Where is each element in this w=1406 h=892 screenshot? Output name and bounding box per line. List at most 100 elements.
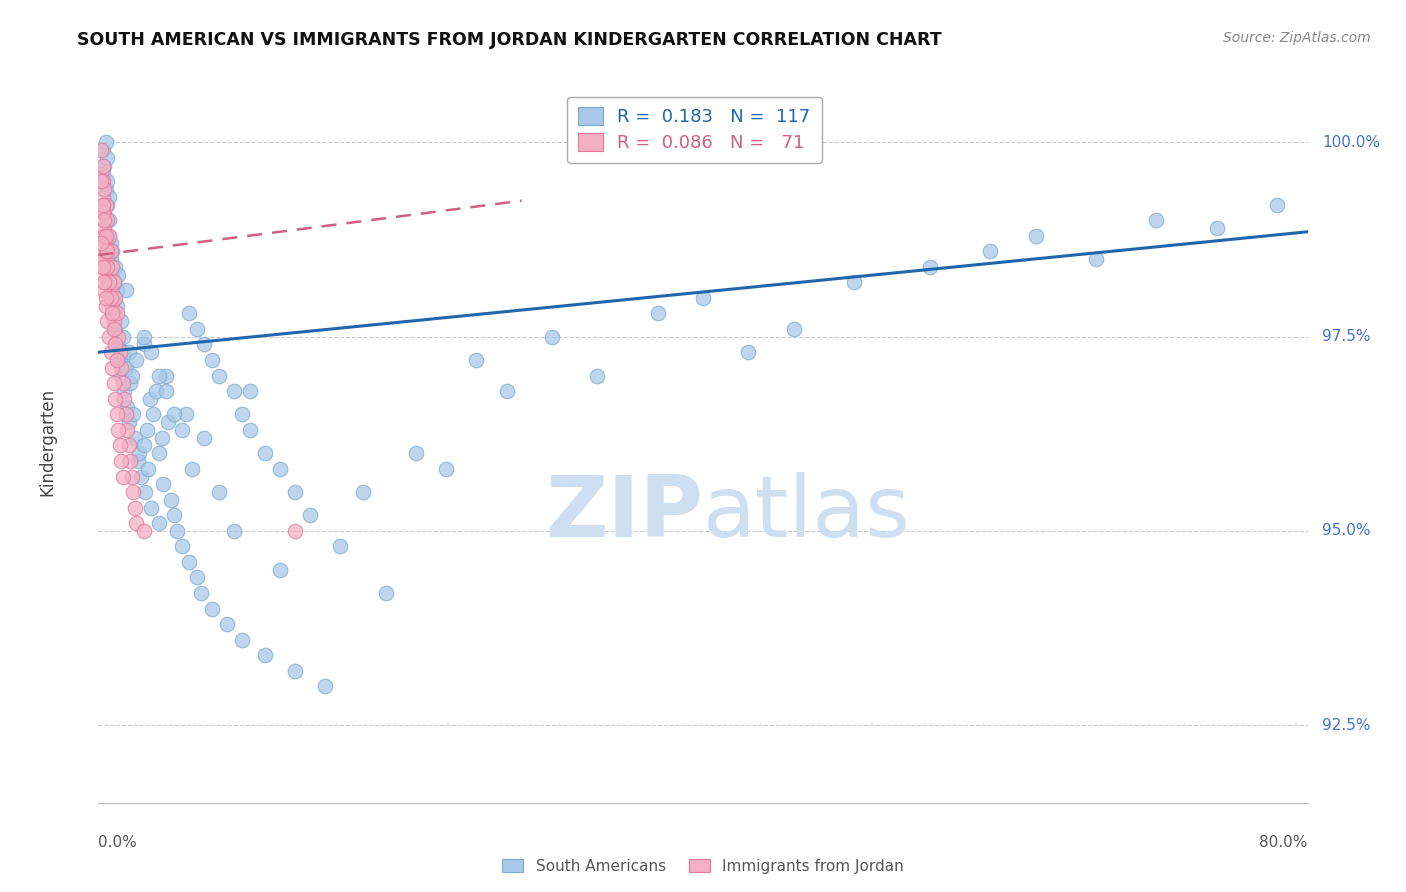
Point (134, 485, 156, 500)
Point (108, 345, 131, 359)
Point (155, 368, 177, 383)
Point (98, 213, 121, 227)
Point (125, 516, 148, 530)
Point (586, 368, 609, 383)
Point (284, 524, 307, 538)
Point (148, 368, 170, 383)
Point (104, 260, 127, 274)
Point (111, 345, 134, 359)
Point (101, 260, 124, 274)
Point (115, 400, 138, 414)
Point (132, 329, 155, 343)
Point (201, 353, 224, 368)
Point (783, 322, 806, 336)
Point (114, 360, 136, 375)
Point (105, 408, 128, 422)
Point (98, 275, 121, 289)
Point (179, 555, 201, 569)
Point (112, 384, 135, 398)
Point (231, 632, 253, 647)
Point (90, 174, 112, 188)
Point (148, 446, 170, 460)
Point (269, 563, 291, 577)
Point (132, 438, 155, 452)
Point (125, 353, 148, 368)
Point (100, 345, 122, 359)
Point (104, 291, 127, 305)
Point (93, 283, 115, 297)
Point (94, 299, 117, 313)
Point (94, 136, 117, 150)
Point (193, 431, 215, 445)
Text: 95.0%: 95.0% (1322, 524, 1371, 539)
Point (108, 353, 131, 368)
Point (111, 469, 134, 483)
Point (186, 570, 208, 584)
Point (93, 275, 115, 289)
Point (100, 252, 122, 266)
Point (91, 174, 114, 188)
Point (101, 360, 124, 375)
Point (215, 617, 238, 632)
Point (91, 159, 114, 173)
Point (103, 306, 125, 320)
Point (96, 252, 118, 266)
Text: SOUTH AMERICAN VS IMMIGRANTS FROM JORDAN KINDERGARTEN CORRELATION CHART: SOUTH AMERICAN VS IMMIGRANTS FROM JORDAN… (77, 31, 942, 49)
Point (104, 337, 127, 351)
Point (166, 524, 188, 538)
Point (98, 268, 121, 282)
Point (979, 244, 1001, 259)
Point (118, 345, 141, 359)
Point (96, 213, 118, 227)
Point (93, 159, 115, 173)
Point (647, 306, 669, 320)
Point (112, 392, 135, 406)
Point (105, 306, 128, 320)
Point (239, 423, 262, 437)
Point (94, 244, 117, 259)
Point (122, 408, 145, 422)
Point (104, 322, 127, 336)
Point (118, 438, 141, 452)
Point (98, 329, 121, 343)
Point (91, 197, 114, 211)
Point (142, 408, 165, 422)
Point (918, 260, 941, 274)
Point (111, 329, 134, 343)
Point (737, 345, 759, 359)
Point (101, 268, 124, 282)
Text: Source: ZipAtlas.com: Source: ZipAtlas.com (1223, 31, 1371, 45)
Point (90, 167, 112, 181)
Point (90, 143, 112, 157)
Point (96, 197, 118, 211)
Point (107, 268, 129, 282)
Point (208, 368, 231, 383)
Point (98, 190, 121, 204)
Point (181, 461, 204, 475)
Point (141, 500, 163, 515)
Point (107, 329, 129, 343)
Point (91, 190, 114, 204)
Point (91, 260, 114, 274)
Point (163, 408, 186, 422)
Point (170, 423, 193, 437)
Text: 97.5%: 97.5% (1322, 329, 1371, 344)
Point (692, 291, 714, 305)
Point (201, 601, 224, 615)
Point (193, 337, 215, 351)
Point (93, 205, 115, 219)
Point (1267, 197, 1289, 211)
Point (224, 384, 246, 398)
Point (253, 446, 276, 460)
Point (1085, 252, 1108, 266)
Point (299, 508, 322, 523)
Legend: R =  0.183   N =  117, R =  0.086   N =   71: R = 0.183 N = 117, R = 0.086 N = 71 (567, 96, 821, 163)
Point (103, 275, 125, 289)
Point (115, 423, 138, 437)
Point (224, 524, 246, 538)
Point (103, 376, 125, 391)
Point (94, 182, 117, 196)
Point (100, 244, 122, 259)
Point (139, 392, 162, 406)
Point (111, 376, 134, 391)
